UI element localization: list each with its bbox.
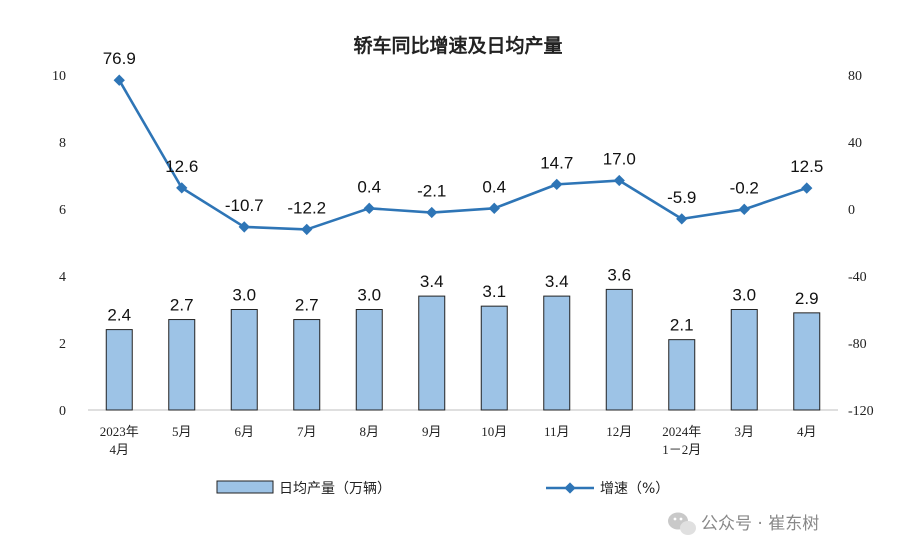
chart-title: 轿车同比增速及日均产量	[353, 34, 562, 57]
y-right-tick-label: 0	[848, 203, 855, 218]
bar	[793, 312, 821, 411]
bar	[605, 288, 633, 411]
line-label: -5.9	[667, 188, 696, 207]
x-tick-label: 12月	[606, 424, 632, 439]
y-right-tick-label: 40	[848, 136, 862, 151]
line-point	[113, 74, 125, 86]
line-label: -10.7	[225, 196, 264, 215]
legend: 日均产量（万辆） 增速（%）	[216, 480, 669, 497]
bar	[668, 339, 696, 411]
bar	[543, 295, 571, 411]
x-tick-label: 4月	[797, 424, 817, 439]
legend-label-bar: 日均产量（万辆）	[279, 481, 391, 497]
bar-label: 2.7	[295, 296, 319, 315]
bar	[168, 319, 196, 411]
line-label: 0.4	[357, 177, 381, 196]
x-tick-label: 2024年	[662, 424, 701, 439]
bar	[730, 309, 758, 411]
bar	[355, 309, 383, 411]
bar-label: 3.0	[732, 286, 756, 305]
bar-label: 3.0	[357, 286, 381, 305]
line-point	[488, 202, 500, 214]
line-series	[113, 74, 813, 236]
x-tick-label: 6月	[234, 424, 254, 439]
line-point	[301, 223, 313, 236]
x-tick-label: 4月	[109, 442, 129, 457]
y-left-tick-label: 8	[59, 136, 66, 151]
y-right-tick-label: 80	[848, 69, 862, 84]
legend-item-bar: 日均产量（万辆）	[216, 480, 391, 497]
y-right-tick-label: -40	[848, 270, 867, 285]
y-left-tick-label: 10	[52, 69, 66, 84]
y-left-tick-label: 2	[59, 337, 66, 352]
bar-label: 3.0	[232, 286, 256, 305]
bar	[418, 295, 446, 411]
bar-label: 2.7	[170, 296, 194, 315]
wechat-icon	[668, 512, 696, 535]
y-axis-left: 0 2 4 6 8 10	[52, 69, 66, 419]
bar-labels: 2.4 2.7 3.0 2.7 3.0 3.4 3.1 3.4 3.6 2.1 3.0 2.9	[107, 265, 818, 334]
x-tick-label: 7月	[297, 424, 317, 439]
line-point	[176, 182, 188, 194]
line-point	[613, 174, 625, 187]
legend-item-line: 增速（%）	[546, 481, 669, 497]
line-label: -12.2	[287, 198, 326, 217]
bar-label: 3.6	[607, 265, 631, 284]
bar-label: 2.9	[795, 289, 819, 308]
line-point	[676, 213, 688, 225]
watermark: 公众号 · 崔东树	[668, 512, 819, 535]
line-label: 12.5	[790, 157, 823, 176]
line-point	[738, 203, 750, 215]
y-left-tick-label: 4	[59, 270, 66, 285]
line-point	[238, 221, 250, 233]
x-tick-label: 1－2月	[662, 442, 701, 457]
legend-marker-line	[564, 482, 576, 494]
line-label: -2.1	[417, 182, 446, 201]
line-point	[426, 206, 438, 219]
y-right-tick-label: -120	[848, 404, 874, 419]
x-tick-label: 10月	[481, 424, 507, 439]
x-tick-label: 11月	[544, 424, 570, 439]
line-label: 12.6	[165, 157, 198, 176]
y-right-tick-label: -80	[848, 337, 867, 352]
bar-label: 2.4	[107, 306, 131, 325]
y-left-tick-label: 6	[59, 203, 66, 218]
bar-label: 3.4	[545, 272, 569, 291]
bar	[105, 329, 133, 411]
bar-label: 2.1	[670, 316, 694, 335]
watermark-text: 公众号 · 崔东树	[701, 514, 819, 534]
x-tick-label: 8月	[359, 424, 379, 439]
line-labels: 76.9 12.6 -10.7 -12.2 0.4 -2.1 0.4 14.7 17.0 -5.9…	[103, 49, 824, 217]
y-axis-right: -120 -80 -40 0 40 80	[848, 69, 874, 419]
x-axis: 2023年 4月 5月 6月 7月 8月 9月 10月 11月 12月 2024年 1－2月 3月 4月	[100, 424, 817, 457]
x-tick-label: 5月	[172, 424, 192, 439]
bar-label: 3.1	[482, 282, 506, 301]
x-tick-label: 3月	[734, 424, 754, 439]
line-point	[551, 178, 563, 191]
bar	[230, 309, 258, 411]
line-label: 17.0	[603, 150, 636, 169]
legend-swatch-bar	[216, 480, 274, 494]
y-left-tick-label: 0	[59, 404, 66, 419]
line-label: -0.2	[730, 178, 759, 197]
line-point	[363, 202, 375, 214]
x-tick-label: 9月	[422, 424, 442, 439]
line-path	[118, 79, 808, 231]
bar-series	[105, 288, 821, 411]
line-point	[801, 182, 813, 194]
line-label: 14.7	[540, 153, 573, 172]
legend-label-line: 增速（%）	[600, 481, 669, 497]
line-label: 0.4	[482, 177, 506, 196]
bar	[480, 305, 508, 411]
bar	[293, 319, 321, 411]
bar-label: 3.4	[420, 272, 444, 291]
line-label: 76.9	[103, 49, 136, 68]
x-tick-label: 2023年	[100, 424, 139, 439]
